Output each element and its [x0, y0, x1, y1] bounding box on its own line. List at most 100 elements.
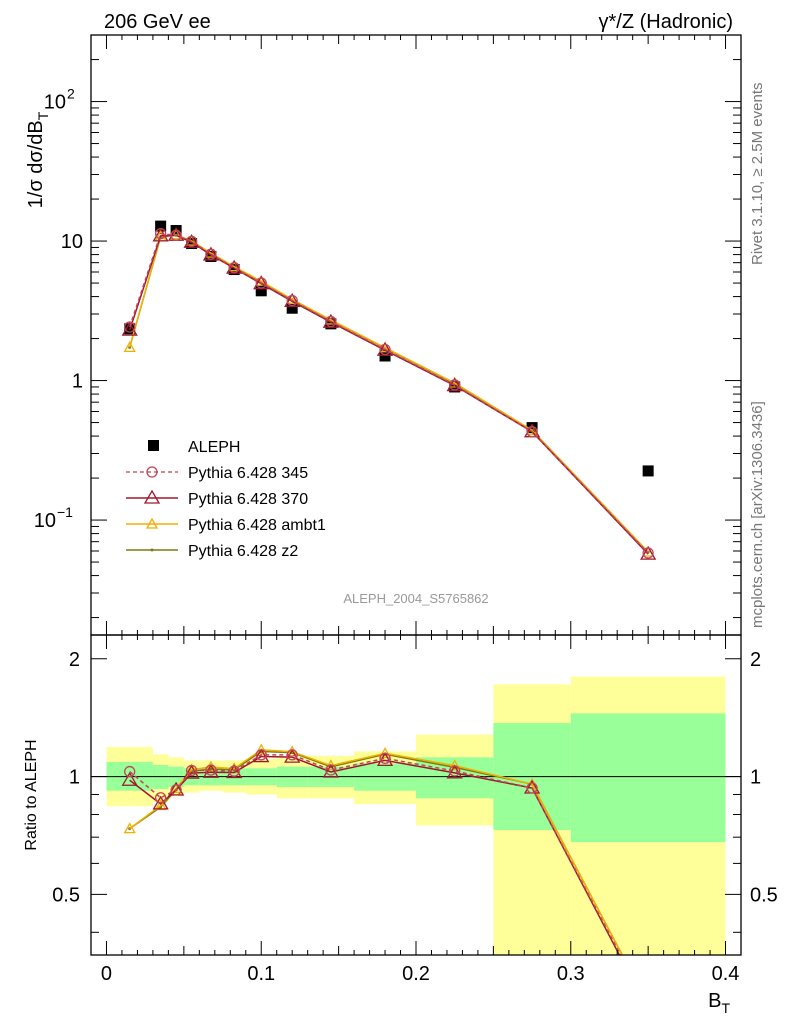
ratio-marker-p345-6	[255, 749, 267, 761]
ratio-marker-p345-8	[325, 764, 337, 776]
ratio-marker-p345-7	[286, 749, 298, 761]
ratio-marker-p345-1	[154, 792, 167, 804]
ratio-tick-label-left-2: 0.5	[52, 884, 80, 906]
ratio-marker-p345-0	[124, 765, 136, 778]
ratio-tick-label-right-0: 2	[750, 649, 761, 671]
ratio-marker-ambt1-9	[378, 746, 392, 758]
series-marker-p370-9	[376, 341, 394, 356]
ratio-marker-p345-4	[205, 764, 217, 776]
ratio-marker-p345-5	[228, 765, 240, 777]
series-marker-p345-2	[170, 229, 182, 241]
series-marker-p345-11	[526, 426, 538, 438]
main-content	[121, 220, 657, 560]
legend-label-p345: Pythia 6.428 345	[188, 465, 308, 482]
ratio-band-inner-9	[354, 763, 416, 791]
legend-label-data: ALEPH	[188, 439, 240, 456]
x-tick-label-3: 0.3	[557, 963, 585, 985]
ratio-tick-label-left-0: 2	[69, 649, 80, 671]
series-line-p345	[128, 232, 649, 554]
ratio-marker-p370-8	[322, 763, 340, 778]
y-tick-label-1e2: 10	[44, 92, 66, 114]
ratio-marker-p345-11	[526, 782, 538, 794]
series-marker-p370-7	[284, 293, 301, 307]
ratio-tick-label-right-1: 1	[750, 767, 761, 789]
legend: ALEPH Pythia 6.428 345 Pythia 6.428 370 …	[126, 439, 326, 560]
x-tick-label-0: 0	[101, 963, 112, 985]
ratio-band-inner-12	[570, 713, 726, 843]
ratio-marker-ambt1-10	[448, 759, 461, 771]
ratio-marker-p370-6	[253, 748, 270, 763]
x-axis-label-sub: T	[721, 1000, 730, 1016]
series-marker-p370-8	[322, 313, 340, 328]
y-axis-label-main: 1/σ dσ/dB	[25, 120, 47, 208]
ratio-marker-p345-9	[379, 752, 391, 764]
ratio-marker-p345-2	[170, 784, 182, 796]
ratio-bands	[106, 676, 726, 955]
side-label-upper: Rivet 3.1.10, ≥ 2.5M events	[749, 83, 766, 266]
ratio-marker-p370-0	[121, 771, 138, 786]
ratio-tick-label-left-1: 1	[69, 767, 80, 789]
ratio-tick-label-right-2: 0.5	[750, 884, 778, 906]
x-tick-label-1: 0.1	[247, 963, 275, 985]
x-tick-label-2: 0.2	[402, 963, 430, 985]
x-axis-label: BT	[708, 990, 730, 1016]
ratio-marker-p370-3	[183, 764, 200, 779]
ratio-marker-ambt1-6	[255, 743, 268, 755]
series-marker-p345-4	[205, 248, 217, 260]
y-tick-label-1: 1	[72, 371, 83, 393]
series-marker-p370-0	[121, 321, 138, 336]
series-marker-p370-4	[202, 246, 220, 261]
series-marker-p345-5	[228, 261, 240, 274]
series-marker-p370-10	[446, 377, 463, 392]
series-marker-p345-0	[124, 321, 136, 333]
series-marker-p345-9	[379, 343, 391, 356]
series-marker-p370-3	[183, 233, 200, 248]
data-point-6	[255, 285, 267, 297]
data-point-7	[286, 302, 298, 314]
y-axis-label-sub: T	[35, 111, 51, 120]
data-point-11	[526, 422, 538, 434]
data-point-5	[228, 264, 240, 276]
ratio-marker-p370-1	[152, 795, 169, 810]
legend-marker-p370	[143, 489, 161, 504]
ratio-content	[91, 743, 741, 955]
ratio-marker-ambt1-0	[123, 822, 136, 834]
series-marker-p345-12	[642, 547, 654, 559]
series-marker-p370-1	[152, 227, 169, 242]
x-axis-label-main: B	[708, 990, 721, 1012]
series-marker-p345-3	[185, 235, 198, 248]
legend-marker-data	[148, 440, 159, 451]
y-tick-label-1e2-exp: 2	[67, 86, 75, 102]
data-point-3	[186, 238, 198, 250]
ratio-marker-p345-3	[185, 764, 198, 777]
legend-marker-p345	[146, 466, 158, 478]
data-point-9	[379, 350, 391, 362]
analysis-watermark: ALEPH_2004_S5765862	[343, 591, 488, 606]
series-marker-p345-7	[286, 294, 298, 307]
side-label-lower: mcplots.cern.ch [arXiv:1306.3436]	[749, 401, 766, 628]
x-tick-label-4: 0.4	[712, 963, 740, 985]
series-marker-p345-10	[449, 379, 461, 391]
header-left: 206 GeV ee	[104, 11, 211, 33]
legend-label-ambt1: Pythia 6.428 ambt1	[188, 517, 326, 534]
series-marker-p370-12	[640, 545, 657, 560]
legend-label-p370: Pythia 6.428 370	[188, 491, 308, 508]
y-tick-label-1em1: 10	[34, 510, 56, 532]
series-marker-p345-8	[325, 315, 337, 328]
series-marker-ambt1-0	[123, 341, 136, 353]
ratio-line-p345	[129, 754, 622, 955]
legend-label-z2: Pythia 6.428 z2	[188, 543, 298, 560]
series-group-main-p345	[124, 228, 654, 559]
series-group-main-p370	[121, 226, 657, 560]
data-point-1	[155, 220, 167, 232]
header-right: γ*/Z (Hadronic)	[599, 11, 733, 33]
legend-marker-ambt1	[145, 517, 159, 529]
y-tick-label-10: 10	[61, 231, 83, 253]
ratio-y-label: Ratio to ALEPH	[23, 739, 40, 850]
ratio-marker-p345-10	[449, 765, 461, 777]
data-point-12	[642, 465, 654, 477]
ratio-marker-p370-4	[202, 763, 220, 778]
series-marker-p345-6	[255, 277, 267, 289]
